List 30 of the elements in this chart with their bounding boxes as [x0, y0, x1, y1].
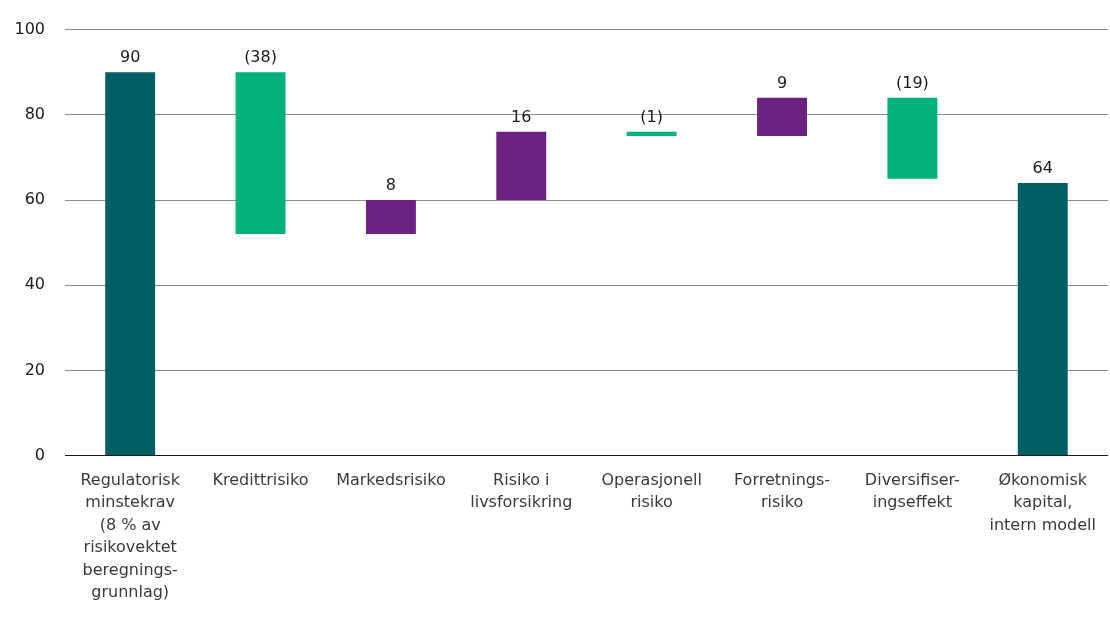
data-label: 90 [120, 47, 141, 67]
data-label: (38) [244, 47, 277, 67]
bar [105, 72, 156, 456]
data-label: 16 [511, 107, 532, 126]
y-tick-label: 0 [34, 444, 45, 464]
bar [1017, 182, 1068, 456]
x-tick-label: Markedsrisiko [336, 469, 446, 489]
x-tick-label: Kredittrisiko [212, 469, 309, 489]
x-tick-label: Økonomisk kapital, intern modell [989, 469, 1096, 534]
bar [757, 97, 807, 137]
y-tick-label: 60 [24, 189, 45, 209]
y-tick-label: 20 [24, 359, 45, 379]
y-tick-label: 100 [14, 18, 45, 38]
x-tick-label: Regulatorisk minstekrav (8 % av risikovektet beregnings-grunnlag) [80, 469, 181, 601]
bar [887, 97, 938, 179]
data-label: (19) [895, 72, 929, 92]
bar [235, 72, 286, 235]
data-label: 9 [776, 72, 788, 92]
y-tick-label: 80 [24, 103, 45, 123]
x-tick-label: Operasjonell risiko [601, 469, 702, 512]
data-label: 64 [1032, 158, 1053, 178]
bar [626, 131, 677, 137]
x-tick-label: Risiko i livsforsikring [470, 469, 573, 512]
x-tick-label: Diversifiser-ingseffekt [864, 469, 960, 512]
x-tick-label: Forretnings-risiko [733, 469, 831, 512]
bar [365, 200, 416, 235]
data-label: 8 [385, 175, 397, 195]
y-tick-label: 40 [24, 274, 45, 294]
data-label: (1) [640, 107, 663, 126]
bar [496, 131, 547, 200]
